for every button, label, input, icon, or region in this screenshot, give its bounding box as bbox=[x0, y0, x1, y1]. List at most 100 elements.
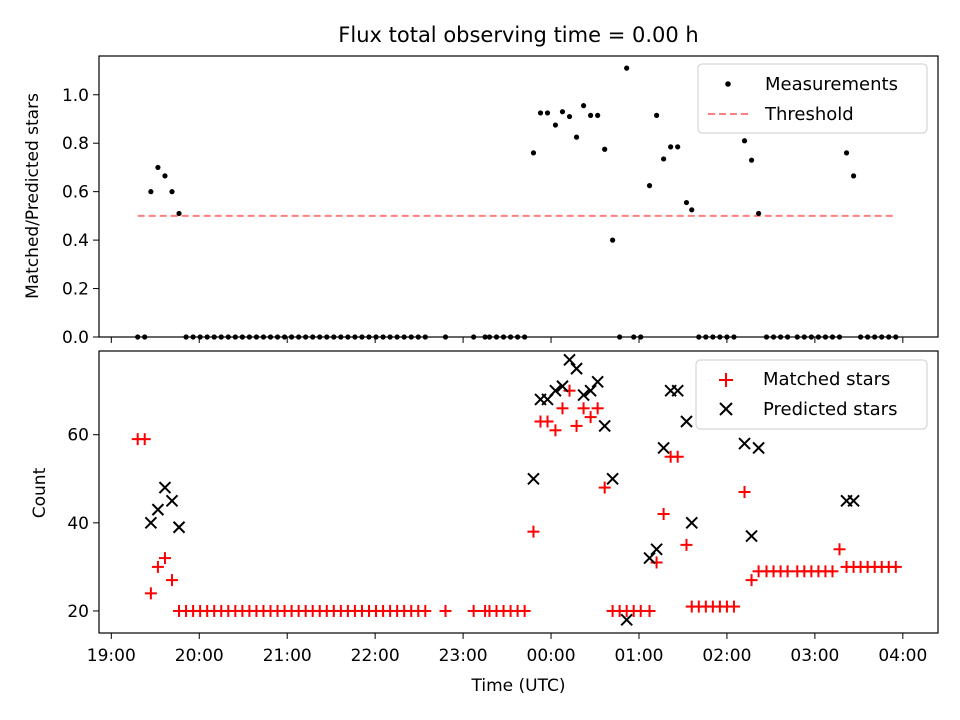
predicted-star-point bbox=[847, 494, 860, 508]
matched-star-point bbox=[591, 402, 604, 415]
predicted-star-point bbox=[527, 472, 540, 485]
matched-star-point bbox=[570, 419, 583, 432]
measurement-point bbox=[530, 150, 537, 156]
matched-star-point bbox=[657, 508, 670, 521]
matched-star-point bbox=[680, 538, 693, 551]
matched-star-point bbox=[889, 560, 902, 573]
bottom-legend: Matched stars Predicted stars bbox=[695, 359, 928, 430]
measurement-point bbox=[148, 189, 154, 195]
predicted-star-point bbox=[738, 437, 751, 450]
measurement-point bbox=[843, 150, 850, 156]
bottom-y-axis-label: Count bbox=[30, 467, 50, 518]
bottom-panel: Count Time (UTC) 20 40 60 19:00 20:00 21:00 22… bbox=[30, 350, 939, 696]
measurement-point bbox=[646, 182, 653, 189]
top-legend-box bbox=[697, 63, 928, 134]
measurement-point bbox=[741, 138, 748, 144]
predicted-star-point bbox=[606, 472, 619, 485]
predicted-star-point bbox=[745, 529, 758, 543]
matched-star-point bbox=[563, 384, 576, 397]
top-y-tick-label: 0.6 bbox=[62, 183, 89, 203]
bottom-y-tick-label: 20 bbox=[67, 602, 89, 622]
top-y-tick-label: 0.8 bbox=[62, 134, 89, 154]
matched-star-point bbox=[158, 552, 171, 565]
matched-star-point bbox=[419, 604, 432, 617]
predicted-star-point bbox=[598, 419, 611, 433]
measurement-point bbox=[566, 113, 573, 120]
matched-star-point bbox=[643, 604, 656, 617]
measurement-point bbox=[748, 157, 755, 163]
measurement-point bbox=[169, 189, 175, 195]
measurement-point bbox=[588, 112, 594, 118]
measurement-point bbox=[661, 156, 667, 162]
top-y-tick-label: 0.2 bbox=[62, 280, 89, 300]
x-tick-label: 19:00 bbox=[87, 646, 136, 666]
measurement-point bbox=[689, 207, 695, 213]
measurement-point bbox=[537, 110, 544, 116]
predicted-star-point bbox=[549, 384, 562, 397]
predicted-star-point bbox=[172, 521, 186, 534]
x-tick-label: 03:00 bbox=[790, 646, 839, 666]
legend-predicted-label: Predicted stars bbox=[763, 399, 897, 420]
measurement-point bbox=[552, 122, 559, 128]
legend-matched-label: Matched stars bbox=[763, 369, 890, 390]
measurement-point bbox=[683, 199, 690, 206]
predicted-star-point bbox=[556, 380, 569, 393]
measurement-point bbox=[544, 110, 551, 116]
matched-star-point bbox=[826, 565, 839, 578]
matched-star-point bbox=[598, 481, 611, 494]
bottom-legend-box bbox=[695, 359, 928, 430]
top-legend: Measurements Threshold bbox=[697, 63, 928, 134]
predicted-star-point bbox=[643, 551, 656, 565]
predicted-star-point bbox=[671, 384, 684, 397]
predicted-star-point bbox=[657, 441, 670, 455]
x-tick-label: 22:00 bbox=[351, 646, 400, 666]
measurement-point bbox=[755, 210, 762, 217]
matched-star-point bbox=[165, 574, 178, 587]
matched-star-point bbox=[549, 424, 562, 437]
matched-star-point bbox=[151, 560, 164, 573]
legend-predicted-marker bbox=[719, 402, 733, 416]
matched-star-point bbox=[467, 604, 480, 617]
matched-star-point bbox=[556, 402, 569, 415]
matched-star-point bbox=[727, 600, 740, 613]
top-plot-frame bbox=[98, 55, 939, 338]
x-tick-label: 02:00 bbox=[702, 646, 751, 666]
measurement-point bbox=[624, 65, 630, 71]
bottom-plot-frame bbox=[98, 350, 939, 634]
matched-star-point bbox=[650, 556, 663, 569]
predicted-star-point bbox=[151, 503, 165, 516]
measurement-point bbox=[155, 164, 161, 171]
x-tick-label: 01:00 bbox=[614, 646, 663, 666]
legend-matched-marker bbox=[719, 373, 733, 387]
predicted-stars-points bbox=[144, 353, 860, 626]
top-panel: Flux total observing time = 0.00 h Match… bbox=[23, 23, 939, 348]
chart-title: Flux total observing time = 0.00 h bbox=[338, 23, 698, 47]
predicted-star-point bbox=[584, 384, 597, 397]
legend-measurements-label: Measurements bbox=[765, 74, 898, 95]
legend-threshold-label: Threshold bbox=[764, 104, 854, 125]
measurement-point bbox=[850, 173, 857, 179]
x-tick-label: 23:00 bbox=[439, 646, 488, 666]
x-tick-label: 04:00 bbox=[878, 646, 927, 666]
predicted-star-point bbox=[577, 388, 590, 402]
matched-star-point bbox=[738, 486, 751, 498]
x-axis-label: Time (UTC) bbox=[471, 676, 566, 696]
predicted-star-point bbox=[680, 415, 693, 428]
predicted-star-point bbox=[165, 494, 179, 508]
x-tick-label: 21:00 bbox=[263, 646, 312, 666]
bottom-ticks: 20 40 60 19:00 20:00 21:00 22:00 23:00 00:00 01:0… bbox=[67, 426, 927, 666]
top-ticks: 0.0 0.2 0.4 0.6 0.8 1.0 bbox=[62, 86, 904, 348]
bottom-y-tick-label: 60 bbox=[67, 426, 89, 446]
matched-star-point bbox=[527, 525, 540, 538]
predicted-star-point bbox=[144, 516, 158, 530]
predicted-star-point bbox=[650, 543, 663, 556]
matched-star-point bbox=[144, 587, 157, 600]
measurement-point bbox=[602, 146, 608, 152]
bottom-y-tick-label: 40 bbox=[67, 514, 89, 534]
matched-star-point bbox=[138, 433, 151, 446]
predicted-star-point bbox=[570, 362, 583, 375]
top-y-tick-label: 0.4 bbox=[62, 231, 89, 251]
measurement-point bbox=[176, 210, 182, 217]
matched-star-point bbox=[518, 604, 531, 617]
